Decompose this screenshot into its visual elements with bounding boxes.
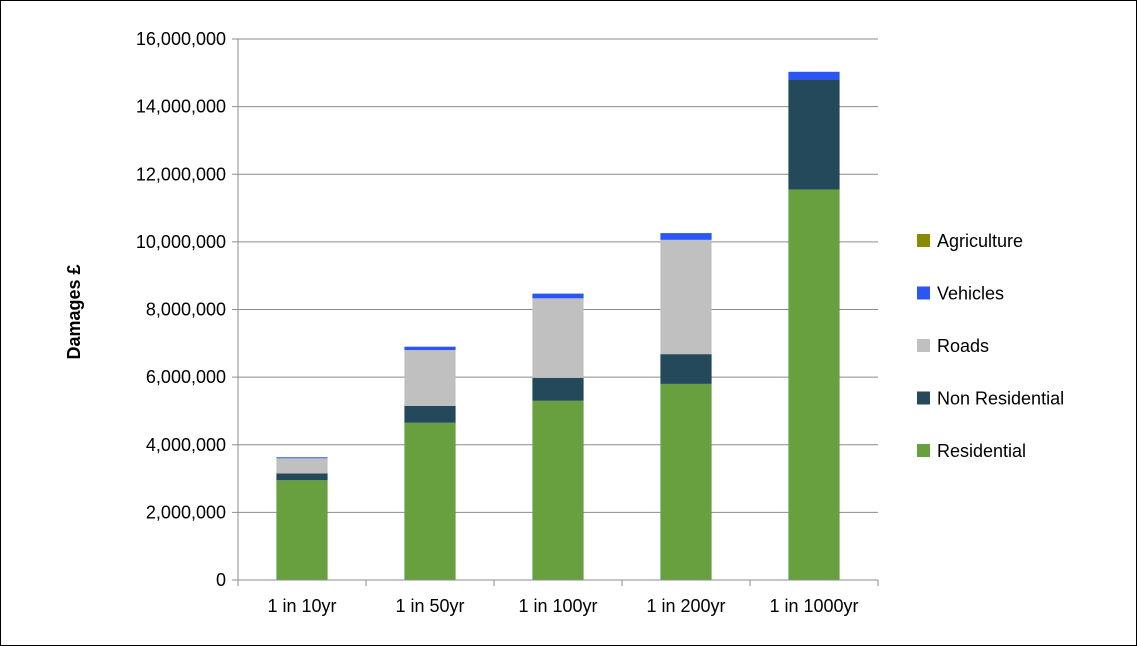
x-tick-label: 1 in 1000yr — [769, 596, 858, 616]
legend-item: Roads — [917, 336, 989, 356]
bar-segment-residential — [276, 480, 328, 580]
bars — [276, 71, 840, 580]
bar-segment-residential — [660, 383, 712, 580]
y-tick-labels: 0 2,000,000 4,000,000 6,000,000 8,000,000 10,… — [136, 29, 226, 590]
bar-segment-residential — [404, 422, 456, 580]
legend-label: Vehicles — [937, 284, 1004, 304]
y-tick-label: 16,000,000 — [136, 29, 226, 49]
bar-segment-residential — [532, 400, 584, 580]
bar-segment-roads — [660, 239, 712, 355]
bar-segment-vehicles — [660, 233, 712, 240]
bar-segment-vehicles — [532, 293, 584, 299]
x-tick-label: 1 in 10yr — [267, 596, 336, 616]
x-tick-label: 1 in 200yr — [646, 596, 725, 616]
y-tick-label: 14,000,000 — [136, 97, 226, 117]
bar-segment-roads — [404, 350, 456, 406]
gridlines — [238, 38, 878, 513]
bar-segment-non-residential — [660, 354, 712, 384]
legend-label: Agriculture — [937, 231, 1023, 251]
legend-item: Vehicles — [917, 284, 1004, 304]
legend-item: Agriculture — [917, 231, 1023, 251]
legend-label: Non Residential — [937, 389, 1064, 409]
legend-swatch — [917, 391, 930, 405]
y-tick-label: 6,000,000 — [146, 367, 226, 387]
y-tick-label: 8,000,000 — [146, 300, 226, 320]
bar-segment-vehicles — [404, 346, 456, 351]
legend-swatch — [917, 444, 930, 457]
bar-segment-roads — [276, 458, 328, 474]
bar-segment-non-residential — [276, 473, 328, 481]
y-tick-label: 2,000,000 — [146, 502, 226, 522]
bar-segment-vehicles — [788, 71, 840, 80]
legend-item: Non Residential — [917, 389, 1064, 409]
x-tick-labels: 1 in 10yr 1 in 50yr 1 in 100yr 1 in 200yr 1 … — [267, 596, 858, 616]
bar-segment-residential — [788, 189, 840, 580]
bar-segment-vehicles — [276, 457, 328, 459]
legend: Agriculture Vehicles Roads Non Residential R… — [917, 231, 1064, 461]
bar-segment-roads — [532, 298, 584, 378]
legend-swatch — [917, 234, 930, 247]
bar-segment-non-residential — [788, 79, 840, 190]
y-tick-label: 4,000,000 — [146, 435, 226, 455]
y-tick-label: 12,000,000 — [136, 164, 226, 184]
y-axis-title: Damages £ — [64, 264, 84, 359]
bar-segment-non-residential — [532, 377, 584, 401]
x-tick-label: 1 in 100yr — [518, 596, 597, 616]
axes — [232, 38, 879, 586]
legend-label: Residential — [937, 441, 1026, 461]
y-tick-label: 10,000,000 — [136, 232, 226, 252]
bar-segment-non-residential — [404, 405, 456, 423]
legend-item: Residential — [917, 441, 1026, 461]
legend-swatch — [917, 286, 930, 300]
x-tick-label: 1 in 50yr — [395, 596, 464, 616]
legend-label: Roads — [937, 336, 989, 356]
y-tick-label: 0 — [216, 570, 226, 590]
legend-swatch — [917, 339, 930, 352]
